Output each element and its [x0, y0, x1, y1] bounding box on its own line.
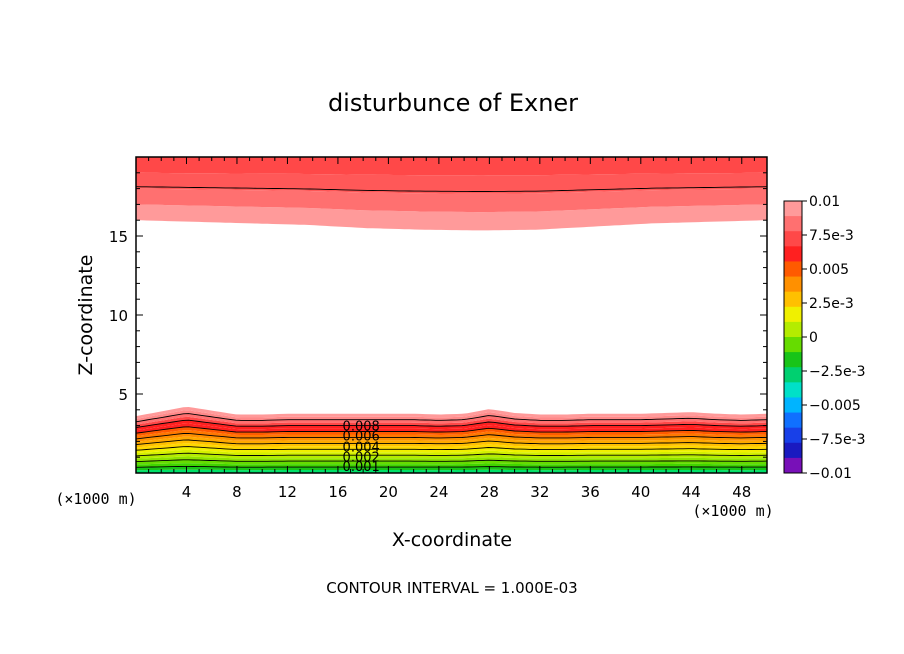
- colorbar-tick-label: 2.5e-3: [809, 296, 854, 312]
- bottom-band-0.006: [136, 430, 767, 439]
- colorbar-tick-labels: 0.01 7.5e-3 0.005 2.5e-3 0 −2.5e-3 −0.005 −7.5e…: [802, 194, 866, 482]
- contour-line-0.003: [135, 452, 768, 457]
- colorbar-swatch: [784, 201, 802, 217]
- colorbar-tick-label: 0.01: [809, 194, 840, 210]
- top-band-0.009: [136, 204, 767, 231]
- contour-label: 0.001: [343, 460, 380, 475]
- colorbar-swatch: [784, 321, 802, 338]
- colorbar-tick-label: −0.005: [809, 398, 861, 414]
- contour-label: 0.002: [343, 450, 380, 465]
- bottom-band-0.004: [136, 443, 767, 451]
- y-tick-label: 10: [109, 307, 128, 325]
- x-tick-label: 4: [182, 483, 192, 501]
- top-band-0.0105: [136, 157, 767, 176]
- contour-line-0.002: [135, 459, 768, 463]
- colorbar-tick-label: 7.5e-3: [809, 228, 854, 244]
- colorbar: [783, 200, 803, 474]
- colorbar-swatch: [784, 457, 802, 474]
- bottom-band-0.0075: [136, 420, 767, 431]
- bottom-band-0.007: [136, 423, 767, 434]
- contour-lines: [135, 186, 768, 468]
- colorbar-tick-label: 0: [809, 330, 818, 346]
- contour-line-0.007: [135, 426, 768, 434]
- x-tick-label: 40: [631, 483, 650, 501]
- colorbar-swatch: [784, 306, 802, 323]
- bottom-band-0.0055: [136, 433, 767, 442]
- x-unit-label: (×1000 m): [692, 502, 773, 520]
- x-tick-label: 20: [379, 483, 398, 501]
- x-tick-label: 12: [278, 483, 297, 501]
- bottom-band-0.008: [136, 416, 767, 428]
- colorbar-tick-label: −2.5e-3: [809, 364, 866, 380]
- colorbar-swatch: [784, 427, 802, 444]
- colorbar-swatch: [784, 412, 802, 429]
- x-tick-label: 28: [480, 483, 499, 501]
- x-tick-label: 24: [429, 483, 448, 501]
- colorbar-tick-label: −7.5e-3: [809, 432, 866, 448]
- top-band-0.0095: [136, 188, 767, 213]
- x-axis-ticks: 4 8 12 16 20 24 28 32 36 40 44 48: [148, 157, 755, 501]
- contour-line-0.005: [135, 439, 768, 446]
- contour-line-upper: [135, 186, 768, 192]
- y-tick-label: 5: [118, 386, 128, 404]
- colorbar-swatch: [784, 246, 802, 262]
- x-tick-label: 44: [682, 483, 701, 501]
- contour-line-0.009: [135, 413, 768, 423]
- y-axis-ticks: 5 10 15: [109, 172, 767, 458]
- contour-line-0.008: [135, 419, 768, 428]
- chart-title: disturbunce of Exner: [328, 89, 578, 117]
- contour-label: 0.008: [343, 420, 380, 435]
- colorbar-swatch: [784, 216, 802, 232]
- contour-interval-note: CONTOUR INTERVAL = 1.000E-03: [326, 579, 577, 597]
- bottom-band-0.0085: [136, 413, 767, 425]
- bottom-band-0.002: [136, 456, 767, 462]
- bottom-band-0.0095: [136, 407, 767, 419]
- colorbar-swatch: [784, 261, 802, 278]
- bottom-band-0.005: [136, 436, 767, 445]
- y-unit-label: (×1000 m): [55, 490, 136, 508]
- bottom-band-0.003: [136, 449, 767, 456]
- bottom-band-0.0065: [136, 426, 767, 436]
- colorbar-swatch: [784, 291, 802, 308]
- x-tick-label: 16: [328, 483, 347, 501]
- colorbar-tick-label: −0.01: [809, 466, 852, 482]
- bottom-band-0.0015: [136, 459, 767, 465]
- x-tick-label: 8: [232, 483, 242, 501]
- colorbar-swatch: [784, 367, 802, 383]
- colorbar-swatch: [784, 442, 802, 459]
- contour-label: 0.004: [343, 440, 380, 455]
- y-tick-label: 15: [109, 228, 128, 246]
- colorbar-swatch: [784, 352, 802, 368]
- x-tick-label: 36: [581, 483, 600, 501]
- bottom-band-0.009: [136, 410, 767, 422]
- x-axis-label: X-coordinate: [392, 529, 512, 551]
- contour-line-0.004: [135, 446, 768, 451]
- x-tick-label: 48: [732, 483, 751, 501]
- colorbar-swatch: [784, 231, 802, 247]
- x-tick-label: 32: [530, 483, 549, 501]
- contour-label: 0.006: [343, 430, 380, 445]
- colorbar-swatch: [784, 337, 802, 353]
- bottom-band-0.0025: [136, 453, 767, 459]
- colorbar-swatch: [784, 397, 802, 414]
- colorbar-tick-label: 0.005: [809, 262, 849, 278]
- contour-line-0.006: [135, 432, 768, 440]
- contour-line-0.001: [135, 465, 767, 468]
- colorbar-swatch: [784, 382, 802, 398]
- bottom-band-0.001: [136, 463, 767, 468]
- colorbar-swatch: [784, 276, 802, 293]
- y-axis-label: Z-coordinate: [75, 255, 97, 376]
